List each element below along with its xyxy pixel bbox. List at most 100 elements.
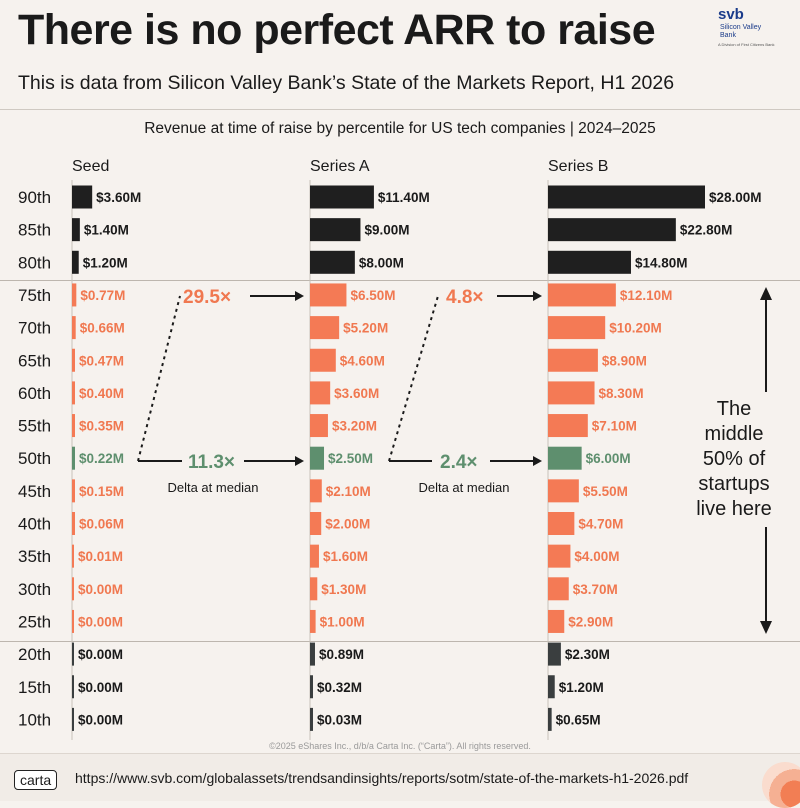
bar-2-1 xyxy=(548,218,676,242)
percentile-label: 20th xyxy=(18,645,51,664)
data-label: $2.30M xyxy=(565,647,610,662)
data-label: $0.00M xyxy=(78,614,123,629)
data-label: $0.22M xyxy=(79,451,124,466)
bracket-arrow-up xyxy=(760,287,772,300)
percentile-label: 10th xyxy=(18,710,51,729)
data-label: $7.10M xyxy=(592,419,637,434)
bar-2-12 xyxy=(548,577,569,601)
bar-0-14 xyxy=(72,642,74,666)
bar-1-1 xyxy=(310,218,361,242)
bar-1-5 xyxy=(310,348,336,372)
data-label: $2.00M xyxy=(325,517,370,532)
data-label: $0.03M xyxy=(317,712,362,727)
percentile-label: 15th xyxy=(18,678,51,697)
middle-note-line: live here xyxy=(696,498,772,520)
bar-0-2 xyxy=(72,250,79,274)
bar-1-13 xyxy=(310,609,316,633)
data-label: $1.60M xyxy=(323,549,368,564)
copyright-text: ©2025 eShares Inc., d/b/a Carta Inc. (“C… xyxy=(269,741,531,751)
footer-bar xyxy=(0,753,800,801)
data-label: $0.77M xyxy=(80,288,125,303)
middle-note-line: The xyxy=(717,398,751,420)
data-label: $0.35M xyxy=(79,419,124,434)
page-title: There is no perfect ARR to raise xyxy=(18,6,656,54)
data-label: $2.10M xyxy=(326,484,371,499)
page-subtitle: This is data from Silicon Valley Bank’s … xyxy=(18,72,675,94)
bar-1-7 xyxy=(310,414,328,438)
data-label: $3.20M xyxy=(332,419,377,434)
data-label: $0.00M xyxy=(78,647,123,662)
data-label: $1.40M xyxy=(84,223,129,238)
bar-0-6 xyxy=(72,381,75,405)
arrow-head-seed-median xyxy=(295,456,304,466)
svb-logo-text-line2: Bank xyxy=(720,32,736,39)
bar-1-11 xyxy=(310,544,319,568)
data-label: $0.06M xyxy=(79,517,124,532)
data-label: $28.00M xyxy=(709,190,762,205)
data-label: $2.90M xyxy=(568,614,613,629)
data-label: $1.20M xyxy=(559,680,604,695)
bar-2-10 xyxy=(548,512,575,535)
percentile-label: 45th xyxy=(18,482,51,501)
middle-note-line: 50% of xyxy=(703,448,766,470)
bar-1-16 xyxy=(310,707,313,731)
bar-2-13 xyxy=(548,609,565,633)
percentile-label: 65th xyxy=(18,351,51,370)
percentile-label: 85th xyxy=(18,221,51,240)
data-label: $0.40M xyxy=(79,386,124,401)
data-label: $10.20M xyxy=(609,321,662,336)
multiplier-a-median: 2.4× xyxy=(440,452,478,473)
data-label: $0.66M xyxy=(80,321,125,336)
source-url-link[interactable]: https://www.svb.com/globalassets/trendsa… xyxy=(75,770,689,786)
bar-1-10 xyxy=(310,512,322,535)
data-label: $5.50M xyxy=(583,484,628,499)
svb-logo-mark: svb xyxy=(718,6,744,23)
bar-2-0 xyxy=(548,185,705,209)
bar-2-9 xyxy=(548,479,579,503)
data-label: $12.10M xyxy=(620,288,673,303)
data-label: $1.30M xyxy=(321,582,366,597)
dotted-connector-a xyxy=(388,295,439,462)
bar-1-12 xyxy=(310,577,318,601)
bar-0-3 xyxy=(72,283,77,307)
bar-2-16 xyxy=(548,707,552,731)
middle-note-line: startups xyxy=(698,473,769,495)
arrow-head-a-median xyxy=(533,456,542,466)
bar-1-15 xyxy=(310,675,313,699)
data-label: $14.80M xyxy=(635,255,688,270)
data-label: $1.20M xyxy=(83,255,128,270)
chart-title: Revenue at time of raise by percentile f… xyxy=(144,120,656,137)
data-label: $0.01M xyxy=(78,549,123,564)
bar-2-4 xyxy=(548,316,606,340)
svb-logo-text-line1: Silicon Valley xyxy=(720,24,762,31)
data-label: $4.60M xyxy=(340,353,385,368)
data-label: $3.70M xyxy=(573,582,618,597)
bar-0-10 xyxy=(72,512,75,535)
bar-1-0 xyxy=(310,185,374,209)
data-label: $0.15M xyxy=(79,484,124,499)
bar-0-4 xyxy=(72,316,76,340)
data-label: $8.00M xyxy=(359,255,404,270)
bar-0-9 xyxy=(72,479,75,503)
data-label: $0.32M xyxy=(317,680,362,695)
bar-1-8 xyxy=(310,446,325,470)
percentile-label: 30th xyxy=(18,580,51,599)
data-label: $3.60M xyxy=(96,190,141,205)
data-label: $6.50M xyxy=(350,288,395,303)
data-label: $0.47M xyxy=(79,353,124,368)
data-label: $3.60M xyxy=(334,386,379,401)
percentile-label: 80th xyxy=(18,253,51,272)
bar-0-8 xyxy=(72,446,75,470)
header-divider xyxy=(0,109,800,110)
data-label: $6.00M xyxy=(586,451,631,466)
percentile-label: 55th xyxy=(18,417,51,436)
delta-label-seed: Delta at median xyxy=(167,480,258,495)
bar-2-11 xyxy=(548,544,571,568)
bar-0-5 xyxy=(72,348,75,372)
svb-logo-text: Silicon Valley Bank xyxy=(720,24,761,40)
series-header-1: Series A xyxy=(310,158,370,175)
bar-1-3 xyxy=(310,283,347,307)
bar-0-16 xyxy=(72,707,74,731)
bar-0-7 xyxy=(72,414,75,438)
delta-label-a: Delta at median xyxy=(418,480,509,495)
